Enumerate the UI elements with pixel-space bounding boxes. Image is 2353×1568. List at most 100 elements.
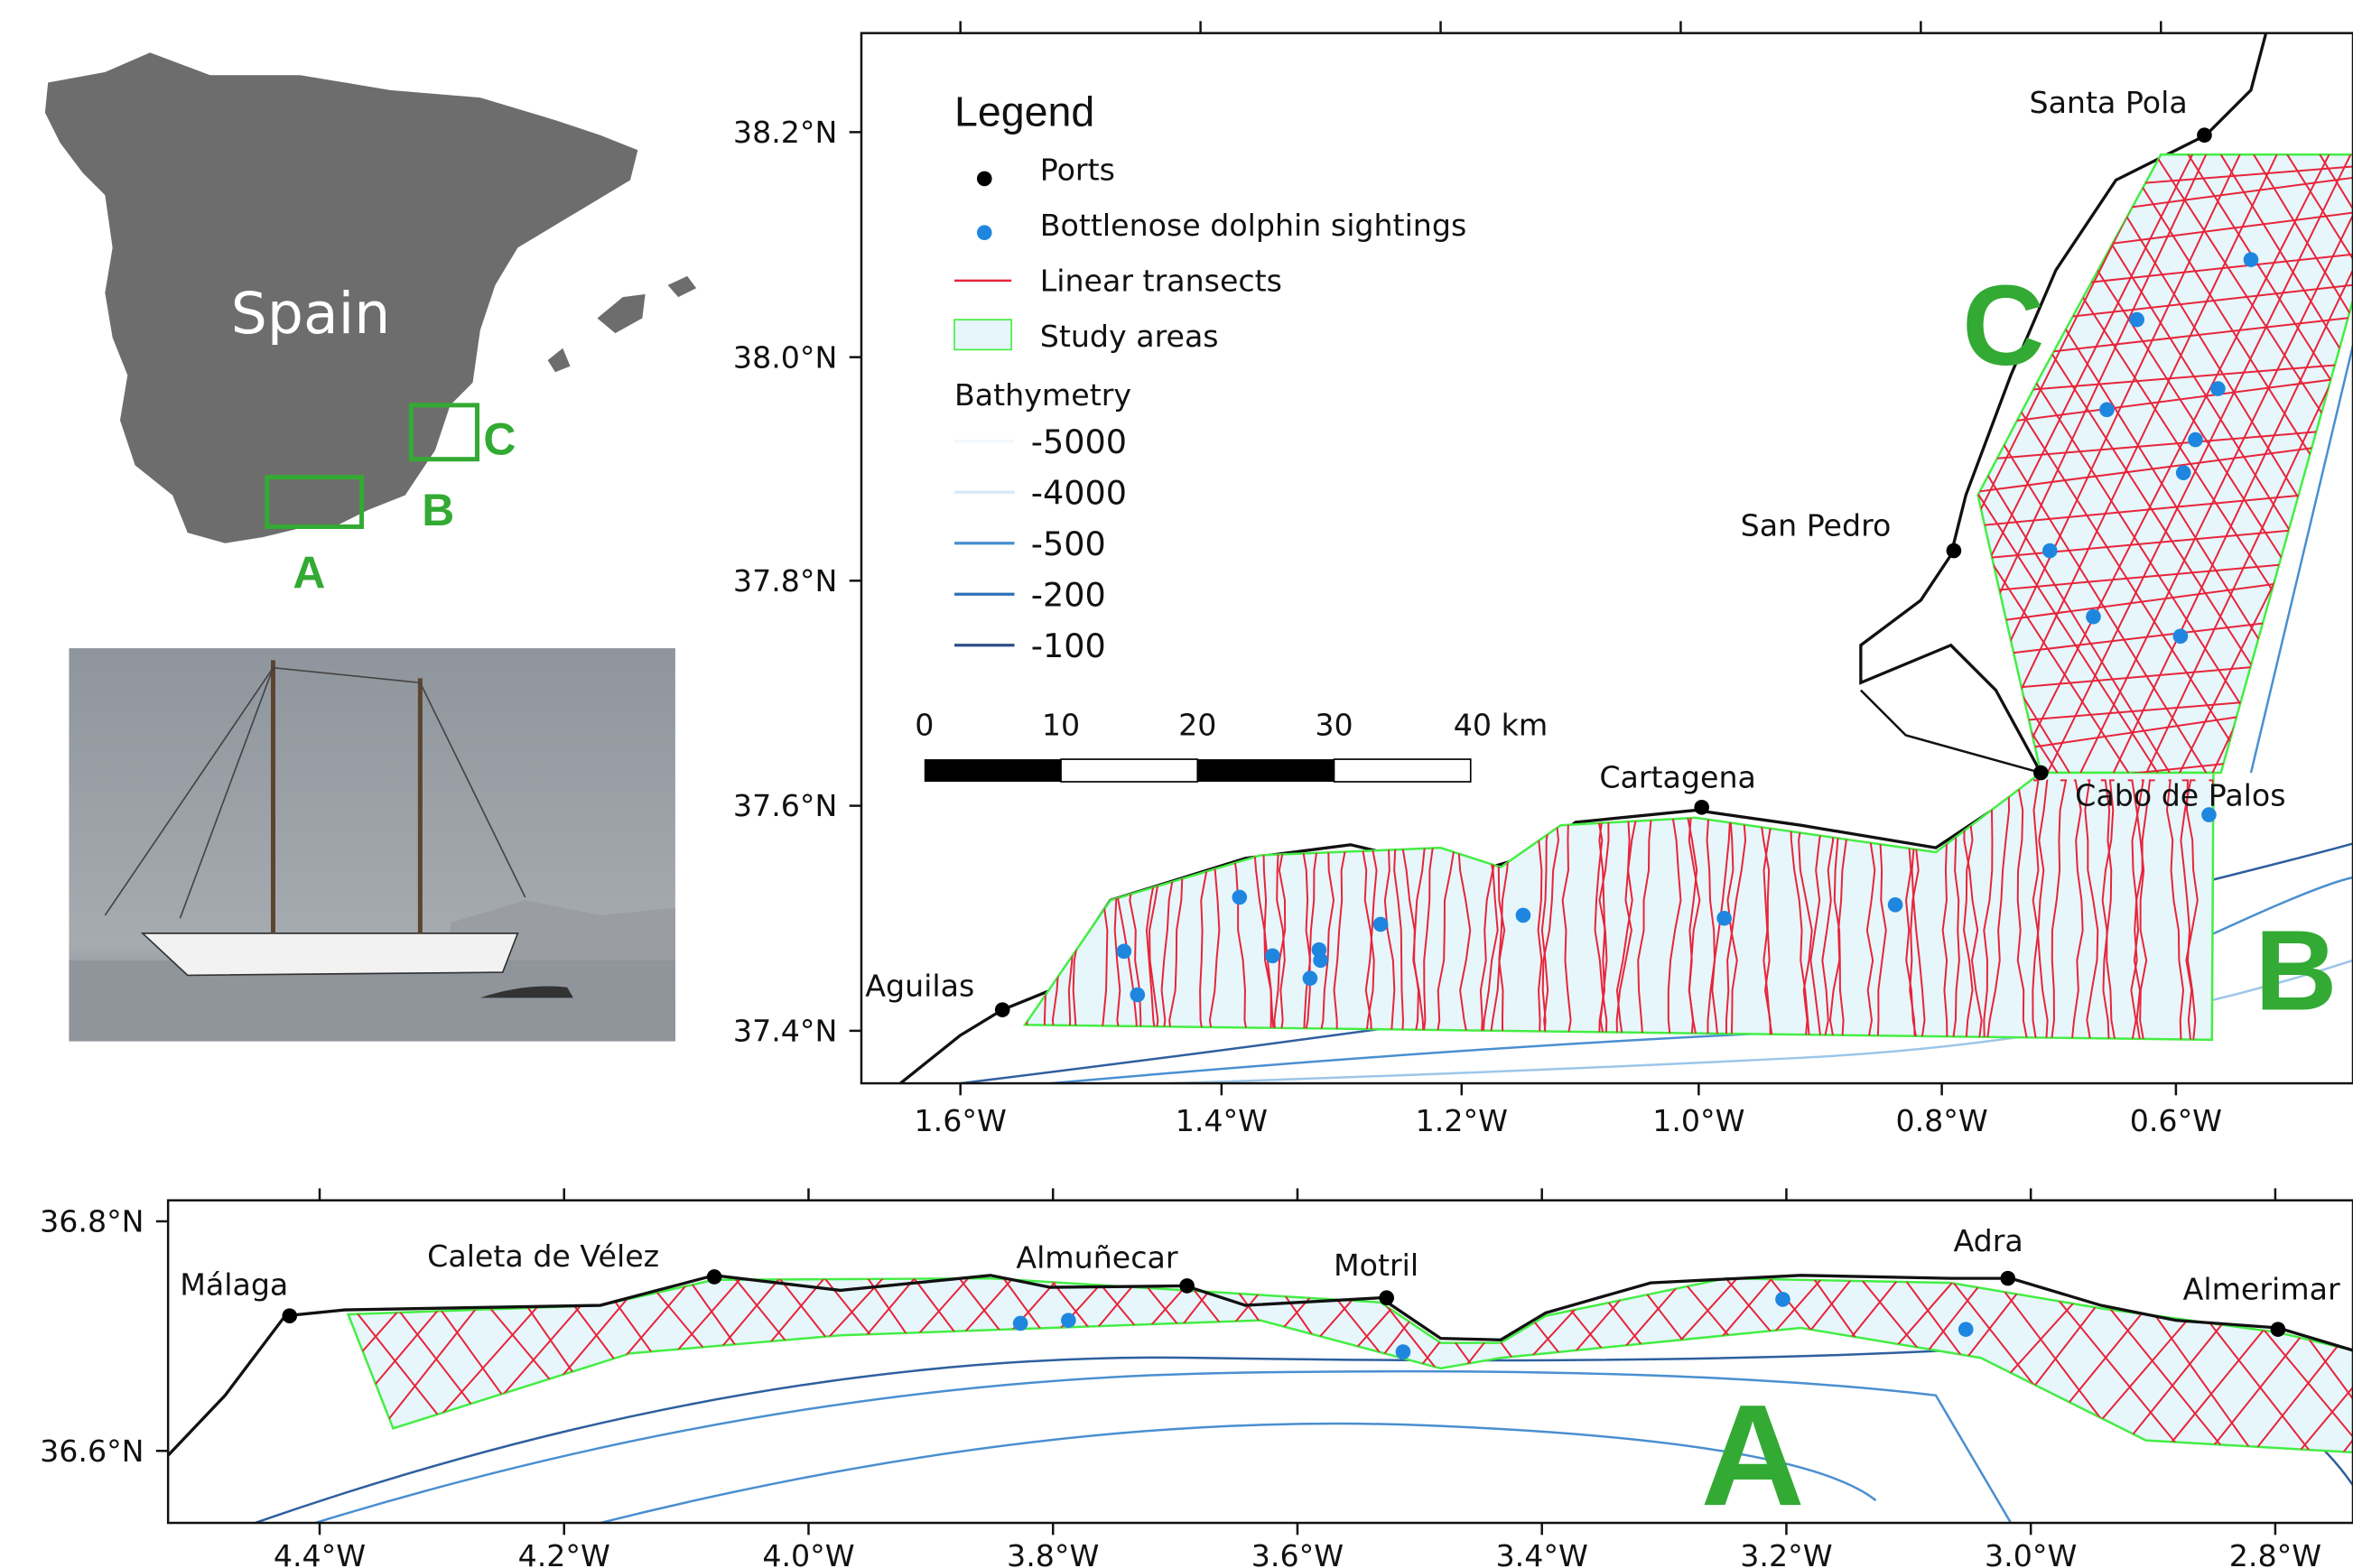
port	[2197, 127, 2212, 143]
study-area-c	[1978, 154, 2353, 773]
place-label: San Pedro	[1741, 507, 1892, 543]
sighting	[2129, 312, 2144, 328]
place-label: Adra	[1954, 1223, 2023, 1258]
sighting	[2176, 465, 2191, 480]
sighting	[1265, 948, 1280, 963]
port	[2000, 1271, 2015, 1286]
place-label: Motril	[1334, 1248, 1418, 1283]
legend-symbol	[977, 172, 992, 187]
sighting	[1117, 944, 1132, 960]
port	[2271, 1322, 2286, 1337]
legend-subtitle: Bathymetry	[954, 377, 1131, 413]
figure: Spain A B C 38.2°N38.0°N37.8°N37.6°N37.4…	[0, 0, 2353, 1568]
scale-label: 40 km	[1454, 707, 1548, 742]
sighting	[2042, 543, 2058, 559]
lon-label: 4.2°W	[518, 1538, 610, 1568]
sighting	[1232, 890, 1247, 905]
legend-item: -200	[1031, 576, 1106, 615]
inset-map: Spain A B C	[45, 52, 696, 598]
lon-label: 0.8°W	[1895, 1103, 1987, 1138]
port	[282, 1308, 297, 1323]
lat-label: 36.6°N	[40, 1433, 144, 1469]
transect	[1417, 135, 1808, 781]
legend-title: Legend	[954, 88, 1094, 135]
lon-label: 4.4°W	[274, 1538, 366, 1568]
transect	[1680, 135, 2009, 781]
place-label: Almuñecar	[1016, 1239, 1177, 1275]
transect	[1714, 135, 2041, 781]
transect	[1483, 135, 1887, 781]
lon-label: 1.2°W	[1416, 1103, 1508, 1138]
page: {"inset_map":{"country":"Spain","box_lab…	[0, 0, 2353, 1568]
panel-label: A	[1701, 1375, 1805, 1536]
legend-item: -500	[1031, 524, 1106, 563]
sighting	[1303, 970, 1318, 986]
lon-label: 3.6°W	[1251, 1538, 1344, 1568]
lon-label: 0.6°W	[2130, 1103, 2222, 1138]
lat-label: 38.2°N	[733, 115, 837, 150]
transect	[1648, 135, 1972, 781]
sighting	[1130, 988, 1145, 1003]
scale-label: 20	[1178, 707, 1216, 742]
lon-label: 1.6°W	[915, 1103, 1007, 1138]
legend-item: Bottlenose dolphin sightings	[1040, 208, 1467, 243]
sighting	[1958, 1322, 1974, 1337]
scale-segment	[925, 759, 1061, 782]
sighting	[1716, 911, 1732, 926]
place-label: Caleta de Vélez	[427, 1239, 659, 1274]
sighting	[1888, 897, 1903, 913]
legend-item: -100	[1031, 626, 1106, 665]
transect	[1582, 135, 1981, 781]
place-label: Cartagena	[1599, 760, 1756, 795]
sighting	[2086, 609, 2101, 625]
legend-item: Ports	[1040, 153, 1115, 188]
legend-item: -4000	[1031, 474, 1127, 513]
port	[1947, 543, 1962, 559]
sighting	[1396, 1344, 1411, 1359]
port	[1694, 800, 1709, 815]
legend-symbol	[954, 320, 1011, 349]
sighting	[1061, 1313, 1076, 1328]
lon-label: 4.0°W	[762, 1538, 854, 1568]
sighting	[1373, 917, 1389, 932]
port	[995, 1002, 1010, 1017]
scale-label: 0	[915, 707, 934, 742]
map-a: 36.8°N 36.6°N 4.4°W 4.2°W 4.0°W 3.8°W 3.6°W 3.4…	[40, 1188, 2353, 1568]
lat-label: 38.0°N	[733, 339, 837, 375]
port	[1179, 1278, 1195, 1294]
sighting	[2188, 432, 2203, 448]
lat-label: 36.8°N	[40, 1204, 144, 1239]
transect	[1516, 135, 1834, 781]
country-label: Spain	[231, 280, 390, 347]
box-label: C	[483, 414, 516, 465]
sighting	[2244, 252, 2259, 267]
lat-label: 37.6°N	[733, 788, 837, 823]
legend-item: Study areas	[1040, 319, 1219, 354]
hull	[143, 933, 517, 976]
scale-segment	[1335, 759, 1471, 782]
transect	[1449, 135, 1866, 781]
port	[2033, 765, 2049, 781]
box-label: A	[293, 548, 325, 598]
sighting	[2173, 628, 2189, 644]
place-label: Almerimar	[2183, 1271, 2340, 1306]
lon-label: 1.0°W	[1652, 1103, 1744, 1138]
legend-item: -5000	[1031, 422, 1127, 461]
scale-segment	[1197, 759, 1334, 782]
panel-label: B	[2255, 907, 2337, 1035]
lon-label: 2.8°W	[2229, 1538, 2321, 1568]
legend-symbol	[977, 225, 992, 240]
sighting	[2099, 403, 2115, 418]
transect	[1516, 135, 1910, 781]
sighting	[1013, 1316, 1028, 1331]
sighting	[2210, 381, 2226, 396]
lon-label: 1.4°W	[1176, 1103, 1268, 1138]
photo	[69, 648, 674, 1041]
lon-label: 3.4°W	[1496, 1538, 1588, 1568]
transect	[1951, 1156, 2353, 1188]
lon-label: 3.8°W	[1007, 1538, 1099, 1568]
place-label: Cabo de Palos	[2075, 778, 2285, 813]
transect	[1483, 135, 1785, 781]
bathymetry-line	[600, 1424, 1876, 1523]
